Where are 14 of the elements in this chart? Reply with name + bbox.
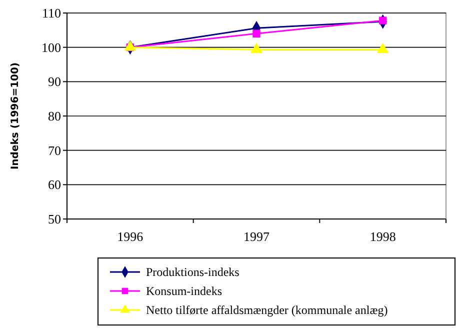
legend-label: Produktions-indeks	[146, 265, 240, 280]
legend-label: Konsum-indeks	[146, 284, 222, 298]
legend-label: Netto tilførte affaldsmængder (kommunale anlæg)	[146, 303, 388, 318]
y-tick-label: 70	[48, 142, 61, 158]
y-tick-label: 60	[48, 177, 61, 192]
y-tick-label: 90	[48, 74, 61, 90]
x-tick-label: 1998	[370, 229, 396, 244]
x-tick-label: 1996	[117, 229, 144, 244]
y-axis-title: Indeks (1996=100)	[10, 62, 21, 170]
y-tick-label: 80	[48, 108, 61, 124]
x-tick-label: 1997	[244, 229, 270, 244]
y-tick-label: 110	[42, 6, 61, 21]
y-tick-label: 50	[48, 212, 61, 227]
y-tick-label: 100	[42, 40, 61, 55]
